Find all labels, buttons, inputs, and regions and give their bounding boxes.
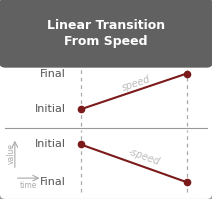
Text: Initial: Initial — [35, 104, 66, 114]
Text: speed: speed — [121, 74, 152, 93]
Bar — [5, 42, 207, 62]
Text: Final: Final — [40, 177, 66, 187]
Text: value: value — [7, 143, 16, 165]
Text: Initial: Initial — [35, 139, 66, 149]
Text: time: time — [20, 180, 37, 190]
Text: Linear Transition
From Speed: Linear Transition From Speed — [47, 19, 165, 48]
Text: Final: Final — [40, 69, 66, 79]
FancyBboxPatch shape — [0, 0, 212, 68]
Text: -speed: -speed — [126, 146, 161, 167]
